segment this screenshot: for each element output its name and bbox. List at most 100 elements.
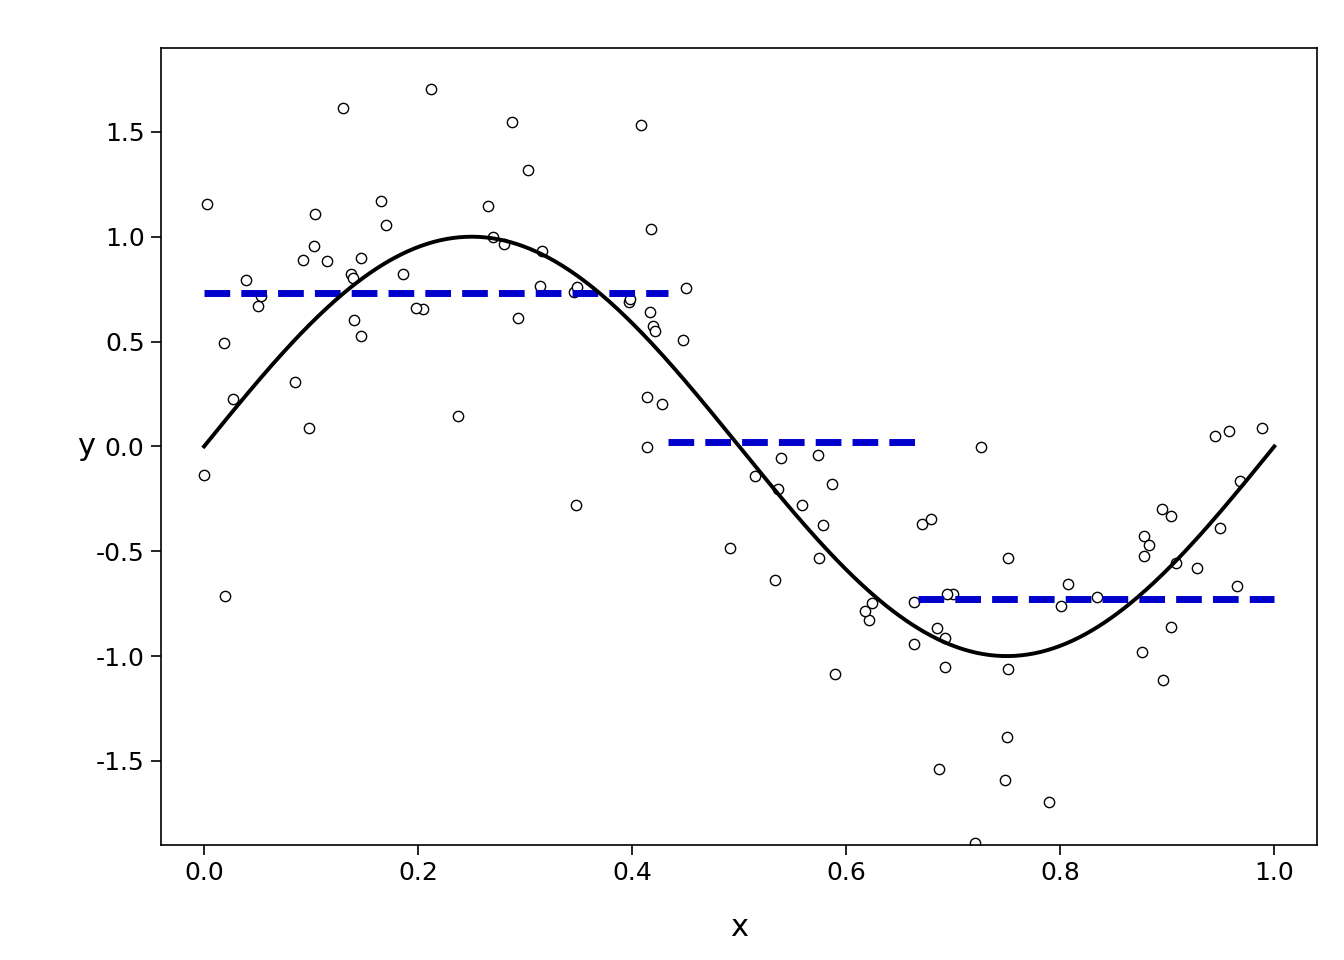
Point (824, 666, 845, 682)
Point (196, 197, 218, 212)
Point (343, 271, 364, 286)
Point (812, 517, 833, 533)
Y-axis label: y: y (77, 432, 95, 461)
Point (563, 285, 585, 300)
Point (493, 236, 515, 252)
Point (919, 511, 941, 526)
X-axis label: x: x (730, 913, 749, 943)
Point (860, 595, 882, 611)
Point (937, 587, 958, 602)
Point (792, 497, 813, 513)
Point (719, 540, 741, 556)
Point (642, 318, 664, 333)
Point (528, 277, 550, 293)
Point (194, 468, 215, 483)
Point (808, 550, 829, 565)
Point (675, 280, 696, 296)
Point (911, 516, 933, 532)
Point (630, 117, 652, 132)
Point (997, 661, 1019, 677)
Point (1226, 579, 1247, 594)
Point (640, 222, 661, 237)
Point (1086, 589, 1107, 605)
Point (250, 288, 271, 303)
Point (285, 374, 306, 390)
Point (1132, 644, 1153, 660)
Point (212, 335, 234, 350)
Point (618, 295, 640, 310)
Point (995, 772, 1016, 787)
Point (392, 267, 414, 282)
Point (419, 82, 441, 97)
Point (1185, 561, 1207, 576)
Point (903, 594, 925, 610)
Point (508, 310, 530, 325)
Point (316, 253, 337, 269)
Point (413, 300, 434, 316)
Point (1150, 502, 1172, 517)
Point (1050, 598, 1071, 613)
Point (531, 244, 552, 259)
Point (996, 730, 1017, 745)
Point (298, 420, 320, 436)
Point (351, 328, 372, 344)
Point (964, 835, 985, 851)
Point (821, 476, 843, 492)
Point (223, 392, 245, 407)
Point (566, 497, 587, 513)
Point (340, 266, 362, 281)
Point (1038, 795, 1059, 810)
Point (934, 631, 956, 646)
Point (1210, 520, 1231, 536)
Point (292, 252, 313, 267)
Point (371, 194, 392, 209)
Point (1165, 555, 1187, 570)
Point (351, 250, 372, 265)
Point (1152, 672, 1173, 687)
Point (620, 291, 641, 306)
Point (926, 620, 948, 636)
Point (1133, 528, 1154, 543)
Point (477, 198, 499, 213)
Point (344, 312, 366, 327)
Point (644, 323, 665, 338)
Point (637, 439, 659, 454)
Point (567, 279, 589, 295)
Point (673, 333, 695, 348)
Point (304, 206, 325, 222)
Point (406, 300, 427, 316)
Point (652, 396, 673, 411)
Point (1160, 619, 1181, 635)
Point (235, 273, 257, 288)
Point (903, 636, 925, 651)
Point (448, 409, 469, 424)
Point (375, 217, 396, 232)
Point (302, 238, 324, 253)
Point (1160, 509, 1181, 524)
Point (859, 612, 880, 627)
Point (808, 447, 829, 463)
Point (1133, 548, 1154, 564)
Point (1204, 428, 1226, 444)
Point (997, 550, 1019, 565)
Point (501, 115, 523, 131)
Point (1219, 423, 1241, 439)
Point (767, 481, 789, 496)
Point (1138, 538, 1160, 553)
Point (745, 468, 766, 483)
Point (1058, 577, 1079, 592)
Point (247, 299, 269, 314)
Point (214, 588, 235, 604)
Point (1251, 420, 1273, 436)
Point (640, 304, 661, 320)
Point (929, 761, 950, 777)
Point (332, 100, 353, 115)
Point (853, 603, 875, 618)
Point (934, 660, 956, 675)
Point (1230, 473, 1251, 489)
Point (942, 587, 964, 602)
Point (970, 440, 992, 455)
Point (637, 390, 659, 405)
Point (763, 572, 785, 588)
Point (517, 162, 539, 178)
